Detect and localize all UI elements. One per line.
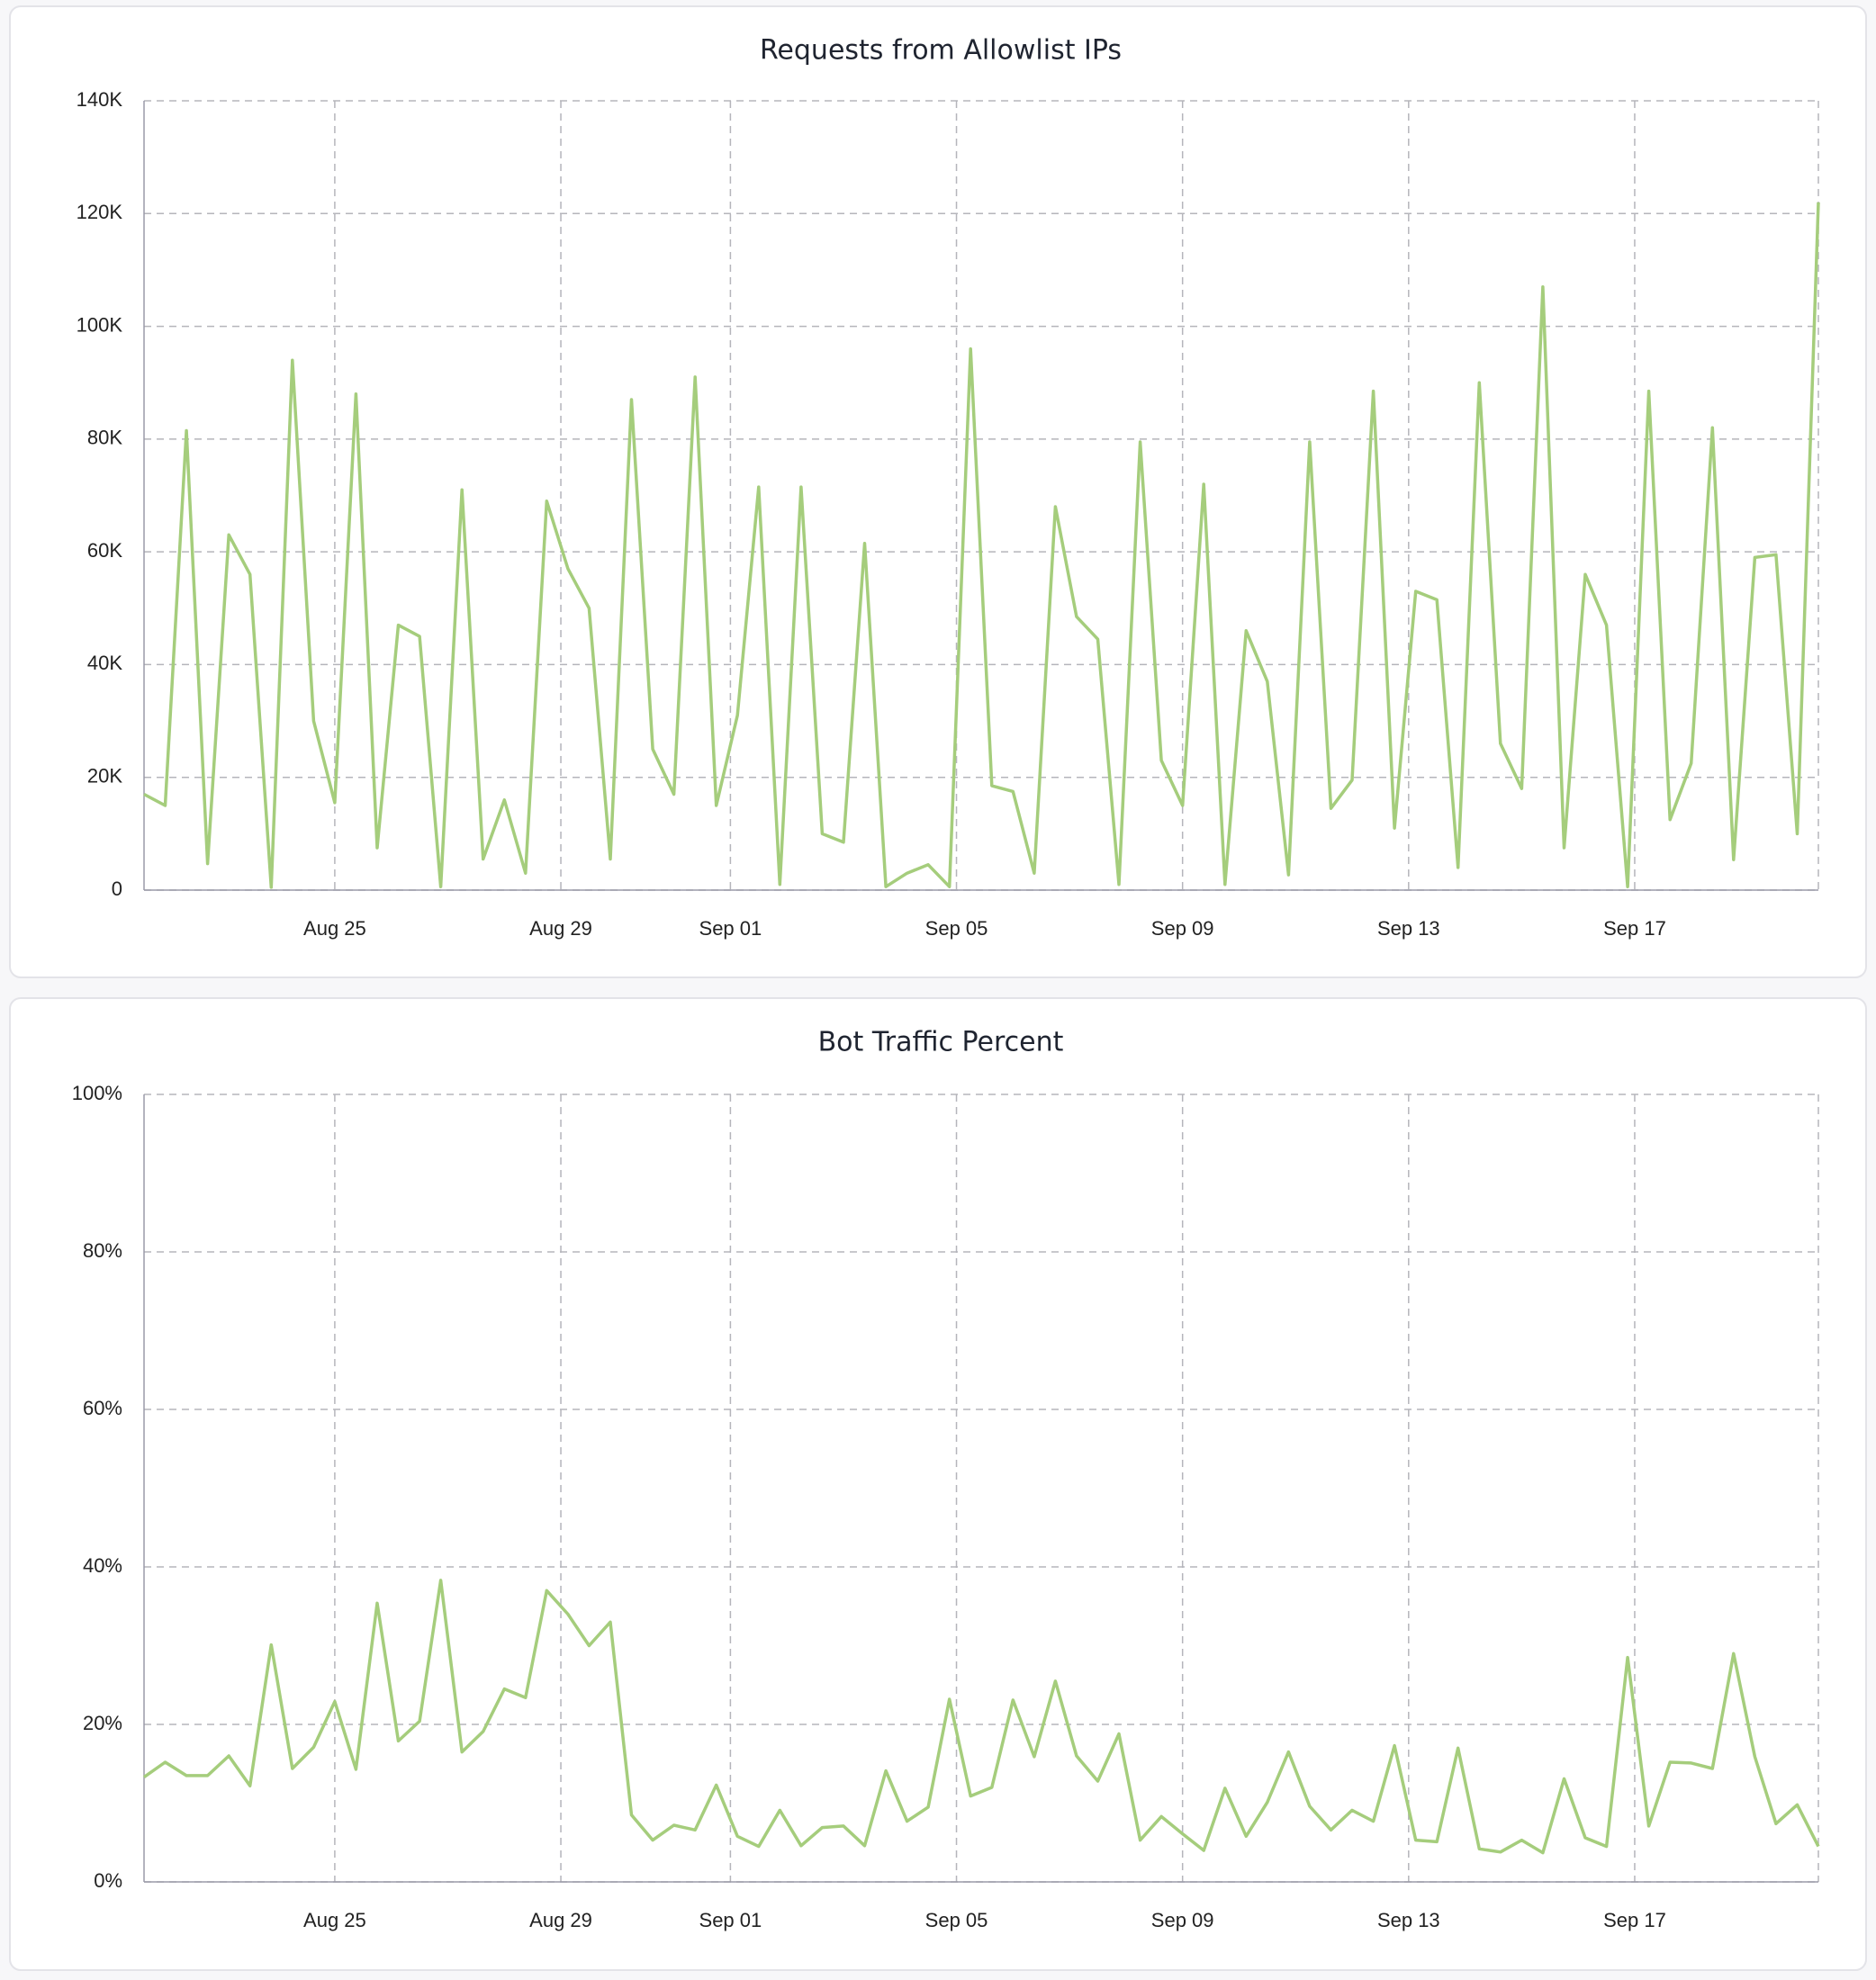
x-tick-label: Aug 25	[303, 917, 366, 940]
chart-title: Bot Traffic Percent	[818, 1027, 1064, 1058]
data-line	[143, 202, 1820, 889]
x-tick-label: Sep 09	[1151, 917, 1214, 940]
y-tick-label: 80%	[83, 1239, 122, 1262]
chart-title: Requests from Allowlist IPs	[760, 35, 1122, 67]
y-tick-label: 0	[112, 878, 122, 900]
y-tick-label: 140K	[77, 88, 123, 111]
y-tick-label: 120K	[77, 201, 123, 223]
x-tick-label: Sep 13	[1377, 1909, 1440, 1931]
x-tick-label: Aug 29	[529, 1909, 592, 1931]
y-tick-label: 20%	[83, 1712, 122, 1734]
x-tick-label: Sep 17	[1603, 917, 1666, 940]
y-tick-label: 20K	[87, 765, 122, 788]
x-tick-label: Sep 05	[925, 917, 988, 940]
y-tick-label: 40%	[83, 1554, 122, 1577]
y-tick-label: 0%	[94, 1869, 122, 1892]
y-tick-label: 60K	[87, 539, 122, 562]
y-tick-label: 60%	[83, 1397, 122, 1419]
x-tick-label: Sep 17	[1603, 1909, 1666, 1931]
data-line	[142, 1579, 1820, 1855]
y-tick-label: 100%	[72, 1082, 122, 1104]
x-tick-label: Aug 25	[303, 1909, 366, 1931]
x-tick-label: Sep 05	[925, 1909, 988, 1931]
x-tick-label: Sep 01	[699, 1909, 762, 1931]
y-tick-label: 100K	[77, 313, 123, 336]
x-tick-label: Aug 29	[529, 917, 592, 940]
y-tick-label: 40K	[87, 652, 122, 674]
x-tick-label: Sep 13	[1377, 917, 1440, 940]
x-tick-label: Sep 09	[1151, 1909, 1214, 1931]
y-tick-label: 80K	[87, 427, 122, 449]
panel	[9, 997, 1867, 1971]
x-tick-label: Sep 01	[699, 917, 762, 940]
